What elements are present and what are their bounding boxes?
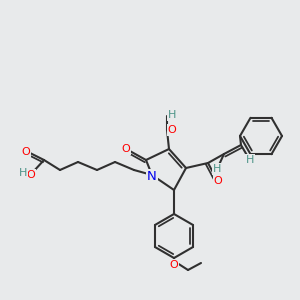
Text: O: O (169, 260, 178, 270)
Text: O: O (214, 176, 222, 186)
Text: H: H (246, 155, 254, 165)
Text: O: O (27, 170, 35, 180)
Text: H: H (19, 168, 27, 178)
Text: H: H (168, 110, 176, 120)
Text: N: N (147, 170, 157, 184)
Text: O: O (122, 144, 130, 154)
Text: O: O (168, 125, 176, 135)
Text: O: O (22, 147, 30, 157)
Text: H: H (213, 164, 221, 174)
